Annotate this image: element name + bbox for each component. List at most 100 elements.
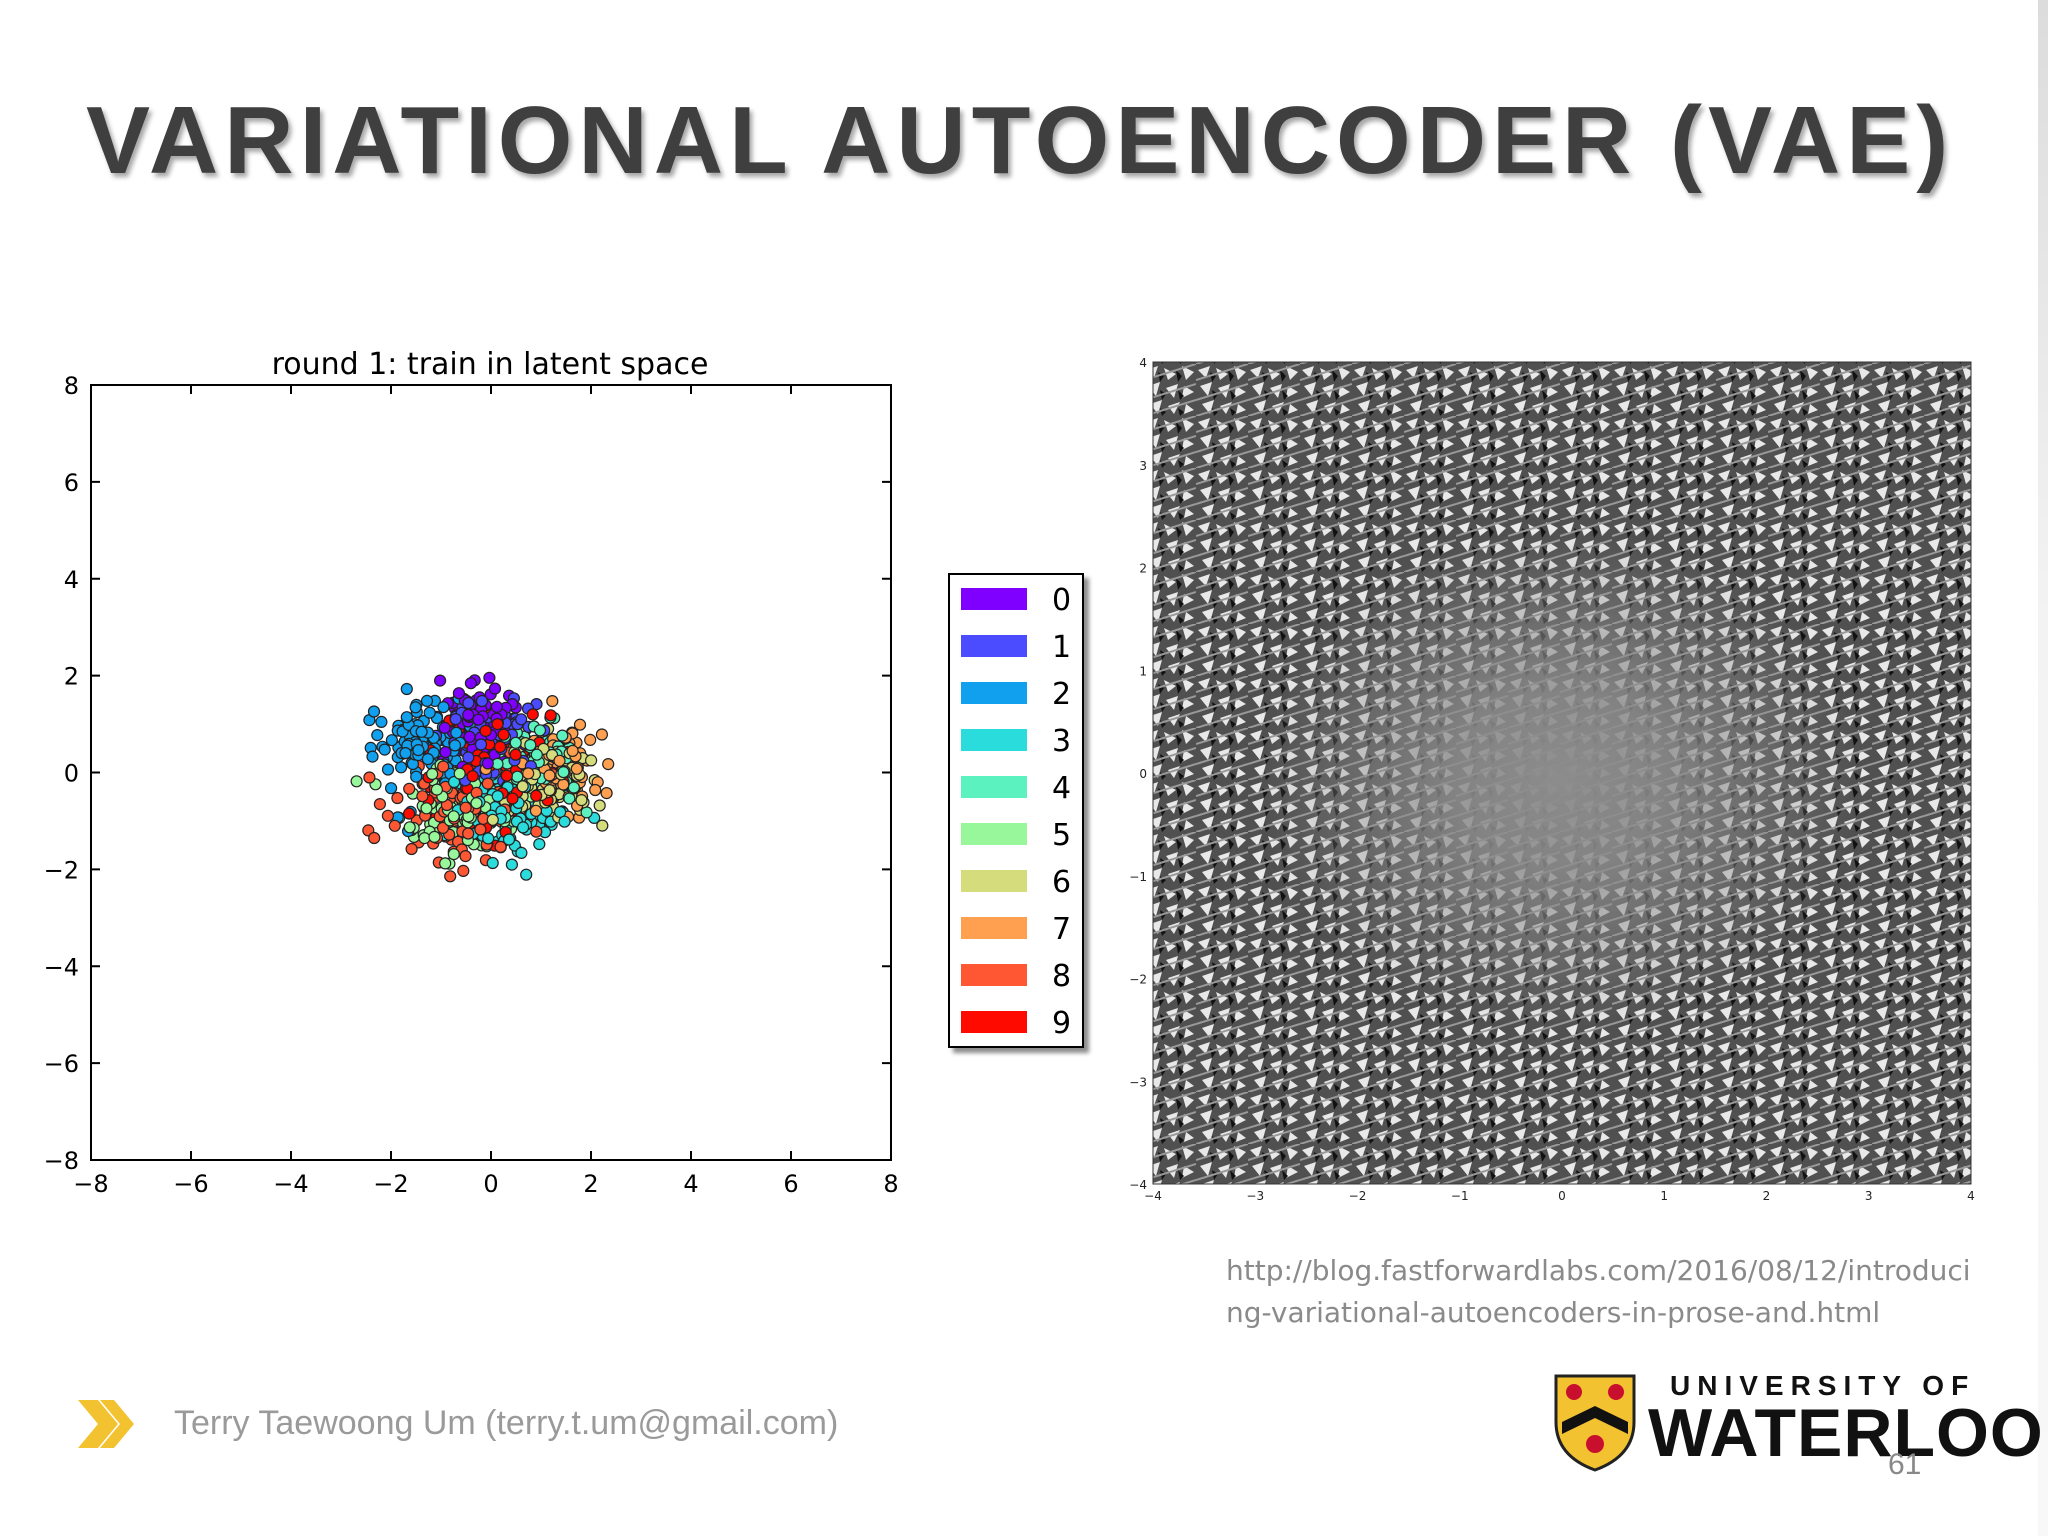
manifold-y-tick-label: −1 bbox=[1129, 870, 1147, 884]
manifold-y-tick-label: 3 bbox=[1139, 459, 1147, 473]
scatter-point-2 bbox=[367, 705, 381, 718]
scatter-point-2 bbox=[412, 743, 425, 757]
scatter-point-2 bbox=[366, 750, 379, 763]
scatter-point-6 bbox=[596, 819, 609, 832]
scatter-point-8 bbox=[405, 842, 418, 856]
legend-label-7: 7 bbox=[1052, 912, 1071, 947]
manifold-y-tick-label: −4 bbox=[1129, 1178, 1147, 1192]
scatter-point-3 bbox=[558, 815, 571, 828]
scatter-point-4 bbox=[530, 748, 543, 761]
x-tick-label: 0 bbox=[483, 1170, 498, 1198]
scatter-point-2 bbox=[385, 782, 398, 795]
scatter-point-5 bbox=[420, 802, 433, 815]
scatter-point-8 bbox=[391, 791, 404, 805]
legend-swatch-1 bbox=[961, 635, 1027, 657]
manifold-y-tick-label: −2 bbox=[1129, 973, 1147, 987]
scatter-point-2 bbox=[395, 761, 408, 774]
scatter-point-3 bbox=[505, 858, 518, 871]
manifold-x-tick-label: −4 bbox=[1144, 1189, 1162, 1203]
legend-label-5: 5 bbox=[1052, 818, 1071, 853]
scatter-point-8 bbox=[444, 870, 457, 883]
scatter-point-2 bbox=[421, 752, 434, 766]
scatter-point-8 bbox=[437, 760, 450, 773]
y-tick-label: 2 bbox=[64, 663, 79, 691]
scatter-point-2 bbox=[437, 700, 450, 714]
legend-label-3: 3 bbox=[1052, 724, 1071, 759]
scatter-point-6 bbox=[593, 799, 606, 812]
scatter-point-8 bbox=[457, 864, 470, 878]
chevron-double-icon bbox=[78, 1400, 134, 1448]
scatter-point-2 bbox=[410, 770, 423, 783]
scatter-point-9 bbox=[544, 709, 557, 722]
scatter-point-4 bbox=[567, 781, 581, 794]
y-tick-label: 8 bbox=[64, 372, 79, 400]
x-tick-label: −8 bbox=[73, 1170, 108, 1198]
legend-items: 0 1 2 3 4 5 6 7 8 9 bbox=[961, 583, 1071, 1041]
y-tick-label: −4 bbox=[44, 953, 79, 981]
scatter-point-0 bbox=[438, 721, 451, 735]
manifold-center-blend bbox=[1260, 530, 1860, 1030]
scatter-point-0 bbox=[464, 677, 477, 690]
scatter-point-5 bbox=[447, 810, 460, 823]
scatter-point-2 bbox=[400, 711, 413, 724]
manifold-x-tick-label: −3 bbox=[1246, 1189, 1264, 1203]
scatter-point-2 bbox=[381, 763, 395, 776]
legend-swatch-8 bbox=[961, 964, 1027, 986]
scatter-point-2 bbox=[399, 746, 412, 760]
scatter-point-5 bbox=[403, 821, 416, 834]
legend-label-1: 1 bbox=[1052, 630, 1071, 665]
scatter-ticks: −8 −6 −4 −2 0 2 4 6 8 8 6 4 2 0 −2 −4 −6 −8 bbox=[44, 372, 899, 1198]
scatter-title: round 1: train in latent space bbox=[272, 347, 709, 382]
scatter-point-2 bbox=[420, 694, 434, 708]
scatter-point-0 bbox=[472, 713, 485, 726]
legend-swatch-2 bbox=[961, 682, 1027, 704]
scatter-point-7 bbox=[546, 694, 559, 708]
legend-label-0: 0 bbox=[1052, 583, 1071, 618]
scatter-point-1 bbox=[475, 694, 489, 708]
scatter-point-3 bbox=[516, 821, 530, 834]
scatter-point-9 bbox=[509, 748, 522, 761]
scatter-point-2 bbox=[450, 726, 463, 739]
scatter-point-8 bbox=[388, 819, 401, 832]
scatter-point-3 bbox=[486, 856, 499, 870]
scatter-point-3 bbox=[502, 833, 516, 846]
scatter-point-8 bbox=[481, 777, 494, 790]
scatter-point-0 bbox=[462, 708, 475, 722]
scatter-point-8 bbox=[494, 840, 507, 854]
scatter-point-1 bbox=[449, 712, 462, 726]
scatter-point-3 bbox=[482, 832, 495, 845]
scatter-point-3 bbox=[491, 789, 504, 803]
scatter-point-8 bbox=[381, 809, 394, 822]
x-tick-label: 2 bbox=[583, 1170, 598, 1198]
manifold-y-tick-label: 0 bbox=[1139, 767, 1147, 781]
scatter-point-9 bbox=[500, 769, 513, 782]
y-tick-label: −6 bbox=[44, 1050, 79, 1078]
y-tick-label: −2 bbox=[44, 856, 79, 884]
legend-label-4: 4 bbox=[1052, 771, 1071, 806]
scatter-point-0 bbox=[452, 687, 465, 700]
manifold-x-tick-label: 4 bbox=[1967, 1189, 1975, 1203]
scatter-point-4 bbox=[556, 729, 569, 742]
scatter-point-8 bbox=[363, 771, 376, 784]
scatter-point-9 bbox=[491, 717, 504, 731]
manifold-x-tick-label: 1 bbox=[1660, 1189, 1668, 1203]
scatter-point-6 bbox=[584, 754, 598, 767]
scatter-point-7 bbox=[557, 778, 570, 791]
scatter-point-4 bbox=[511, 770, 524, 783]
scatter-point-7 bbox=[543, 769, 556, 782]
y-tick-label: 6 bbox=[64, 469, 79, 497]
manifold-y-tick-label: −3 bbox=[1129, 1075, 1147, 1089]
legend-swatch-4 bbox=[961, 776, 1027, 798]
legend-label-8: 8 bbox=[1052, 959, 1071, 994]
scatter-point-3 bbox=[515, 846, 528, 860]
manifold-x-tick-label: 0 bbox=[1558, 1189, 1566, 1203]
scatter-point-7 bbox=[584, 733, 597, 747]
scatter-point-2 bbox=[423, 706, 436, 719]
scatter-point-5 bbox=[350, 775, 363, 788]
legend-swatch-0 bbox=[961, 588, 1027, 610]
x-tick-label: −4 bbox=[273, 1170, 308, 1198]
scatter-point-8 bbox=[459, 849, 472, 863]
manifold-y-tick-label: 4 bbox=[1139, 356, 1147, 370]
scatter-point-8 bbox=[373, 797, 386, 811]
scatter-point-2 bbox=[400, 682, 413, 696]
